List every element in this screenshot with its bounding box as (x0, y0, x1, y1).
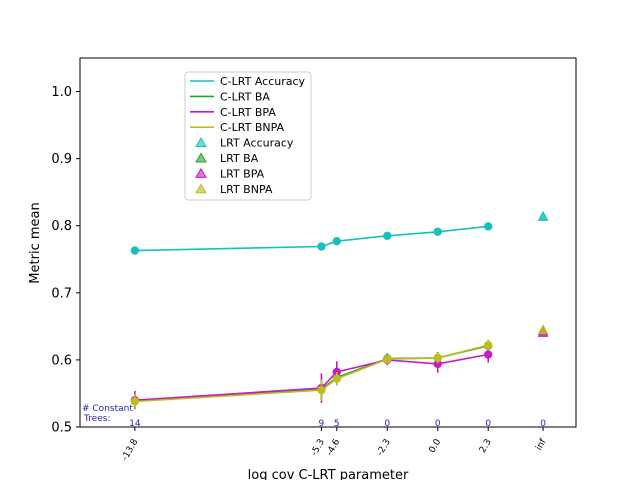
legend-marker-swatch (195, 183, 207, 194)
data-point (484, 350, 493, 359)
legend-marker-swatch (195, 167, 207, 178)
x-tick-label: 2.3 (478, 438, 494, 455)
data-point (332, 367, 341, 377)
constant-trees-count: 9 (319, 419, 325, 429)
series-layer (130, 210, 549, 410)
legend-label: C-LRT BA (220, 90, 270, 103)
x-tick-label: inf (534, 437, 549, 453)
legend-marker-swatch (195, 152, 207, 163)
constant-trees-count: 0 (540, 419, 546, 429)
axes: 0.5 0.6 0.7 0.8 0.9 1.0 -13.8 14 -5.3 9-4.6 5 -2.3 0… (51, 57, 577, 463)
legend-marker-swatch (195, 137, 207, 148)
x-tick-label: -13.8 (120, 437, 140, 462)
data-point (433, 359, 442, 369)
data-point (383, 231, 392, 240)
data-point (332, 236, 341, 246)
x-tick-label: 0.0 (428, 437, 444, 455)
y-tick-label: 0.9 (51, 152, 72, 167)
y-axis-label: Metric mean (28, 202, 43, 283)
legend: C-LRT Accuracy C-LRT BA C-LRT BPA C-LRT BNP… (184, 71, 312, 201)
legend-box (184, 71, 312, 201)
legend-label: LRT BPA (220, 167, 265, 180)
legend-label: LRT BA (220, 152, 259, 165)
constant-trees-count: 0 (435, 419, 441, 429)
y-tick-label: 0.5 (51, 421, 72, 436)
data-point (317, 385, 326, 395)
series-line (134, 344, 489, 403)
data-point (383, 355, 392, 364)
x-tick-label: -4.6 (325, 437, 343, 457)
data-point (130, 246, 140, 255)
constant-trees-label-line2: Trees: (83, 414, 110, 424)
data-point (332, 374, 341, 383)
data-point (433, 353, 442, 363)
data-point (130, 397, 140, 406)
data-point (484, 222, 493, 231)
legend-label: LRT BNPA (220, 183, 273, 196)
constant-trees-count: 0 (384, 419, 390, 429)
x-tick-label: -2.3 (375, 438, 392, 458)
plot-frame (79, 57, 577, 428)
constant-trees-count: 0 (485, 419, 491, 429)
series-line (134, 345, 489, 402)
data-point (433, 227, 442, 236)
y-tick-label: 0.7 (51, 286, 72, 301)
series-line (134, 353, 489, 401)
y-tick-label: 0.6 (51, 353, 72, 368)
lrt-point (537, 324, 549, 335)
legend-label: C-LRT Accuracy (220, 75, 306, 88)
series-line (134, 225, 489, 252)
constant-trees-label-line1: # Constant (82, 404, 133, 414)
legend-label: C-LRT BNPA (220, 121, 285, 134)
data-point (484, 340, 493, 350)
y-tick-label: 0.8 (51, 219, 72, 234)
lrt-point (537, 210, 549, 221)
x-tick-label: -5.3 (310, 438, 327, 458)
constant-trees-count: 14 (129, 419, 141, 429)
legend-label: LRT Accuracy (220, 137, 294, 150)
constant-trees-count: 5 (334, 419, 340, 429)
legend-label: C-LRT BPA (220, 106, 276, 119)
y-tick-label: 1.0 (51, 85, 72, 100)
data-point (317, 242, 326, 251)
x-axis-label: log cov C-LRT parameter (248, 468, 409, 480)
